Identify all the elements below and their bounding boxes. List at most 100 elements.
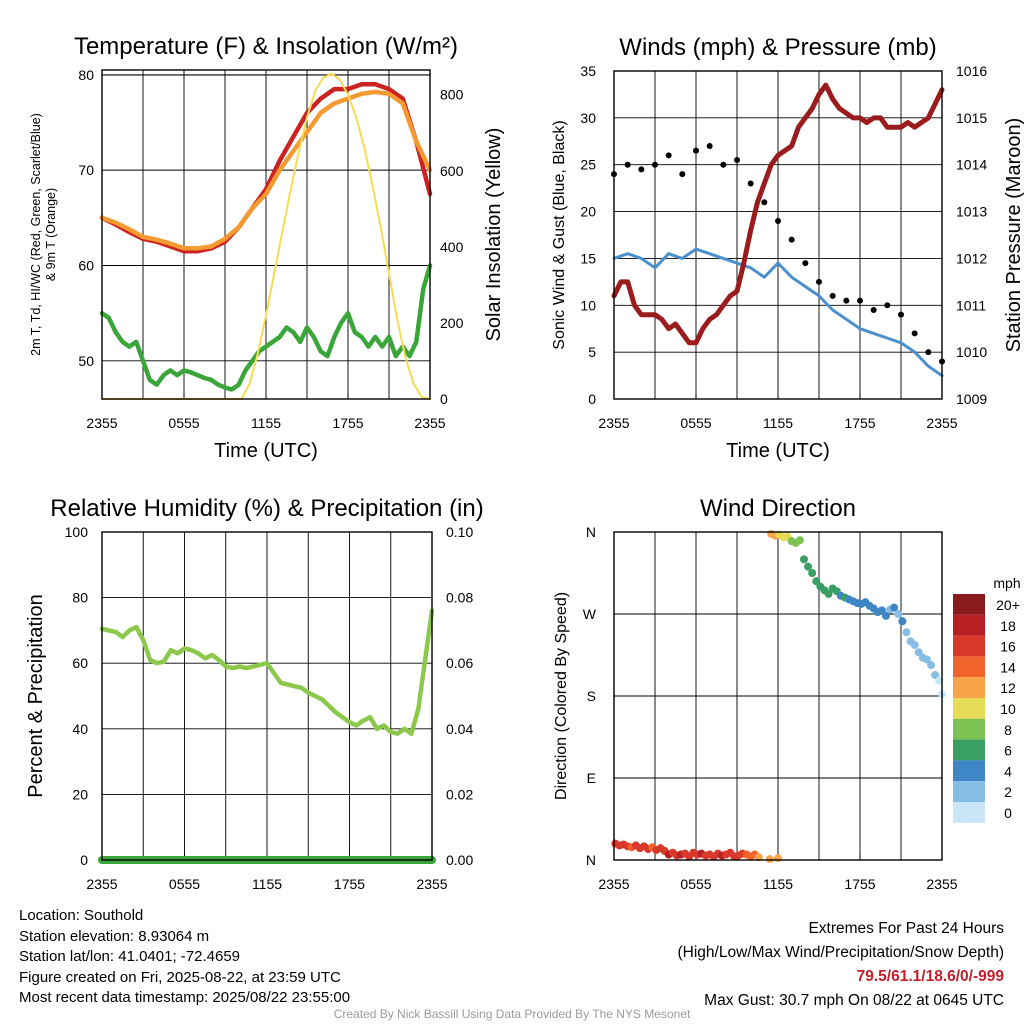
direction-point [765,855,774,864]
y2-tick-label: 0.08 [446,590,473,606]
y-tick-label: 10 [580,297,596,313]
panel-title: Relative Humidity (%) & Precipitation (i… [50,495,483,522]
direction-point [774,854,782,863]
y-axis-label: Direction (Colored By Speed) [553,592,570,800]
y2-tick-label: 200 [440,315,464,331]
x-axis-label: Time (UTC) [214,440,318,462]
direction-point [808,569,817,577]
x-tick-label: 2355 [86,415,117,431]
x-tick-label: 1155 [251,415,281,431]
plot-frame [613,70,943,400]
legend-label: 2 [1004,784,1012,800]
gust-point [870,306,877,313]
gust-point [734,157,740,164]
direction-point [754,853,763,862]
extremes-subtitle: (High/Low/Max Wind/Precipitation/Snow De… [677,944,1005,961]
gust-point [829,292,836,299]
speed-legend: mph 20+ 18 16 14 12 10 8 6 4 2 0 [953,575,1021,823]
plot-frame [101,69,431,400]
recent-data-timestamp: Most recent data timestamp: 2025/08/22 2… [19,989,351,1007]
direction-point [824,589,833,598]
direction-point [927,661,936,670]
y-tick-label: 100 [65,524,89,540]
legend-swatch [953,781,985,802]
y-axis-label-line2: & 9m T (Orange) [44,188,58,281]
x-tick-label: 0555 [169,876,200,892]
gust-point [884,302,891,309]
direction-point [931,671,940,680]
series-dewpoint [99,263,433,392]
gust-point [693,147,699,154]
x-tick-label: 0555 [680,876,711,892]
legend-label: 6 [1004,743,1012,759]
gust-point [624,161,631,168]
x-tick-label: 1755 [332,415,363,431]
y-tick-label: 50 [78,353,94,369]
y2-tick-label: 1014 [956,157,987,173]
extremes-values: 79.5/61.1/18.6/0/-999 [856,968,1004,985]
y-tick-label: 15 [580,250,596,266]
y-axis-label: Percent & Precipitation [25,594,47,797]
y2-tick-label: 1013 [956,204,987,220]
direction-point [902,628,911,637]
series-pressure [611,82,945,346]
station-elevation: Station elevation: 8.93064 m [19,927,210,945]
extremes-title: Extremes For Past 24 Hours [808,920,1004,937]
gust-point [802,260,809,267]
y2-tick-label: 1011 [956,297,986,313]
x-tick-label: 0555 [680,415,711,431]
legend-label: 12 [1000,680,1016,696]
y-tick-label: 80 [72,590,88,606]
gust-point [898,311,904,318]
y-tick-label: N [586,852,596,868]
panel-2: Winds (mph) & Pressure (mb)0510152025303… [551,34,1024,462]
gust-point [843,297,850,304]
gust-point [720,161,727,168]
y2-tick-label: 0 [440,391,448,407]
y-tick-label: 70 [78,162,94,178]
x-tick-label: 1755 [334,876,365,892]
gust-point [638,166,645,173]
legend-label: 4 [1004,763,1012,779]
series-t9m [99,89,433,251]
plot-frame [101,531,433,861]
x-tick-label: 2355 [86,876,117,892]
y-tick-label: 5 [588,344,596,360]
gust-point [857,297,863,304]
y2-tick-label: 0.00 [446,852,473,868]
direction-point [898,617,907,626]
x-tick-label: 2355 [414,415,445,431]
legend-label: 10 [1000,701,1016,717]
legend-label: 0 [1004,805,1012,821]
y2-tick-label: 0.04 [446,721,473,737]
y-tick-label: 40 [72,721,88,737]
direction-point [890,603,899,612]
direction-point [804,562,813,571]
y-tick-label: S [587,688,596,704]
direction-point [812,577,821,586]
y-tick-label: 30 [580,110,596,126]
x-tick-label: 1755 [844,876,875,892]
legend-label: 14 [1000,659,1016,675]
gust-point [652,161,658,168]
panel-3: Relative Humidity (%) & Precipitation (i… [25,495,484,892]
y2-axis-label: Station Pressure (Maroon) [1003,118,1024,353]
station-latlon: Station lat/lon: 41.0401; -72.4659 [19,948,241,966]
legend-swatch [953,635,985,657]
direction-point [799,555,808,564]
y-tick-label: 20 [580,204,596,220]
legend-label: 16 [1000,639,1016,655]
y2-tick-label: 1015 [956,110,987,126]
y2-tick-label: 800 [440,87,464,103]
y2-axis-label: Solar Insolation (Yellow) [483,128,505,342]
extremes-panel: Extremes For Past 24 Hours (High/Low/Max… [678,917,1005,1013]
legend-swatch [953,760,985,782]
gust-point [747,180,754,187]
gust-point [665,152,672,159]
y-axis-label-line1: 2m T, Td, HI/WC (Red, Green, Scarlet/Blu… [29,113,43,356]
y-tick-label: 35 [580,63,596,79]
y-tick-label: 20 [72,786,88,802]
x-tick-label: 1155 [763,415,793,431]
y2-tick-label: 1016 [956,63,987,79]
